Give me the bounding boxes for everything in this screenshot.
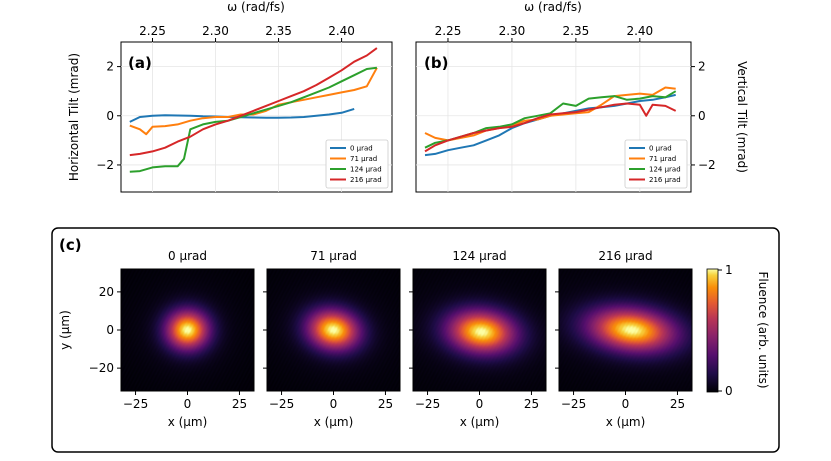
panel-b-legend-label-1: 71 μrad	[649, 155, 676, 163]
panel-b-ytick-label-0: −2	[698, 158, 716, 172]
panel-b-series-line-1	[424, 86, 676, 142]
beam-map-1	[267, 269, 400, 391]
beam-map-3-xtick-label-2: 25	[670, 397, 685, 411]
beam-map-2-xtick-label-0: −25	[415, 397, 440, 411]
beam-map-ytick-label-2: −20	[89, 361, 114, 375]
panel-a-legend-label-1: 71 μrad	[350, 155, 377, 163]
beam-map-3-xtick-label-0: −25	[561, 397, 586, 411]
beam-map-0	[121, 269, 254, 391]
beam-map-0-xtick-label-1: 0	[184, 397, 192, 411]
panel-b-series	[424, 86, 677, 157]
beam-map-1-xtick-label-1: 0	[330, 397, 338, 411]
beam-map-3-xtick-label-1: 0	[622, 397, 630, 411]
panel-b-label: (b)	[424, 54, 448, 72]
beam-map-title-3: 216 μrad	[598, 249, 652, 263]
beam-map-title-1: 71 μrad	[310, 249, 357, 263]
beam-map-1-xtick-label-0: −25	[269, 397, 294, 411]
beam-map-2	[413, 269, 546, 391]
panel-a-xtick-label-0: 2.25	[139, 24, 166, 38]
panel-c-label: (c)	[59, 236, 82, 254]
panel-b-ylabel: Vertical Tilt (mrad)	[735, 61, 749, 173]
panel-c-frame	[51, 227, 780, 453]
beam-map-3-xlabel: x (μm)	[606, 415, 646, 429]
beam-map-title-2: 124 μrad	[452, 249, 506, 263]
panel-a-label: (a)	[128, 54, 152, 72]
panel-b-legend-box	[624, 139, 688, 189]
panel-a-ytick-label-2: 2	[106, 60, 114, 74]
panel-b-xlabel: ω (rad/fs)	[524, 0, 582, 14]
beam-map-1-xtick-label-2: 25	[378, 397, 393, 411]
panel-b-vertical-tilt: 2.25 2.30 2.35 2.40 −2 0 2 (b) ω (rad/fs) Vert…	[415, 0, 749, 193]
panel-a-legend-box	[325, 139, 389, 189]
colorbar-tick-label-1: 1	[725, 263, 733, 277]
colorbar-label: Fluence (arb. units)	[756, 271, 770, 388]
panel-b-legend-label-0: 0 μrad	[649, 145, 672, 153]
panel-b-xtick-label-3: 2.40	[626, 24, 653, 38]
panel-a-ticks: 2.25 2.30 2.35 2.40 −2 0 2	[96, 24, 355, 172]
beam-map-1-xlabel: x (μm)	[314, 415, 354, 429]
panel-a-series-line-2	[129, 66, 378, 173]
beam-map-2-xtick-label-2: 25	[524, 397, 539, 411]
panel-b-ytick-label-1: 0	[698, 109, 706, 123]
panel-b-ytick-label-2: 2	[698, 60, 706, 74]
panel-a-ytick-label-1: 0	[106, 109, 114, 123]
panel-a-xtick-label-2: 2.35	[265, 24, 292, 38]
panel-a-legend-label-2: 124 μrad	[350, 166, 382, 174]
beam-map-title-0: 0 μrad	[168, 249, 207, 263]
panel-a-legend-label-3: 216 μrad	[350, 176, 382, 184]
panel-a-legend: 0 μrad 71 μrad 124 μrad 216 μrad	[325, 139, 389, 189]
beam-map-0-xtick-label-0: −25	[123, 397, 148, 411]
panel-c-beam-profiles: (c) 0 μrad −25 0 25 x (μm) 20 0 −20 71 μrad −25 0 2…	[51, 227, 780, 453]
beam-map-2-xtick-label-1: 0	[476, 397, 484, 411]
panel-b-ticks: 2.25 2.30 2.35 2.40 −2 0 2	[435, 24, 716, 172]
panel-a-xtick-label-3: 2.40	[328, 24, 355, 38]
colorbar-tick-label-0: 0	[725, 384, 733, 398]
panel-b-legend-label-3: 216 μrad	[649, 176, 681, 184]
beam-map-ytick-label-1: 0	[106, 323, 114, 337]
panel-b-series-line-3	[424, 102, 677, 153]
panel-c-maps: 0 μrad −25 0 25 x (μm) 20 0 −20 71 μrad −25 0 25 x (…	[89, 249, 693, 429]
beam-map-3	[559, 269, 692, 391]
panel-a-ylabel: Horizontal Tilt (mrad)	[67, 53, 81, 181]
panel-a-xlabel: ω (rad/fs)	[227, 0, 285, 14]
panel-a-legend-label-0: 0 μrad	[350, 145, 373, 153]
beam-map-0-xtick-label-2: 25	[232, 397, 247, 411]
colorbar: 1 0 Fluence (arb. units)	[706, 263, 770, 398]
panel-c-ylabel: y (μm)	[58, 310, 72, 350]
panel-b-legend-label-2: 124 μrad	[649, 166, 681, 174]
panel-b-xtick-label-0: 2.25	[435, 24, 462, 38]
panel-a-ytick-label-0: −2	[96, 158, 114, 172]
panel-b-xtick-label-2: 2.35	[563, 24, 590, 38]
colorbar-gradient	[706, 268, 719, 393]
beam-map-0-xlabel: x (μm)	[168, 415, 208, 429]
panel-a-xtick-label-1: 2.30	[202, 24, 229, 38]
panel-b-xtick-label-1: 2.30	[499, 24, 526, 38]
panel-a-series	[129, 47, 378, 173]
panel-a-horizontal-tilt: 2.25 2.30 2.35 2.40 −2 0 2 (a) ω (rad/fs) Hori…	[67, 0, 393, 193]
beam-map-ytick-label-0: 20	[99, 285, 114, 299]
panel-b-legend: 0 μrad 71 μrad 124 μrad 216 μrad	[624, 139, 688, 189]
panel-a-series-line-3	[129, 47, 378, 157]
beam-map-2-xlabel: x (μm)	[460, 415, 500, 429]
